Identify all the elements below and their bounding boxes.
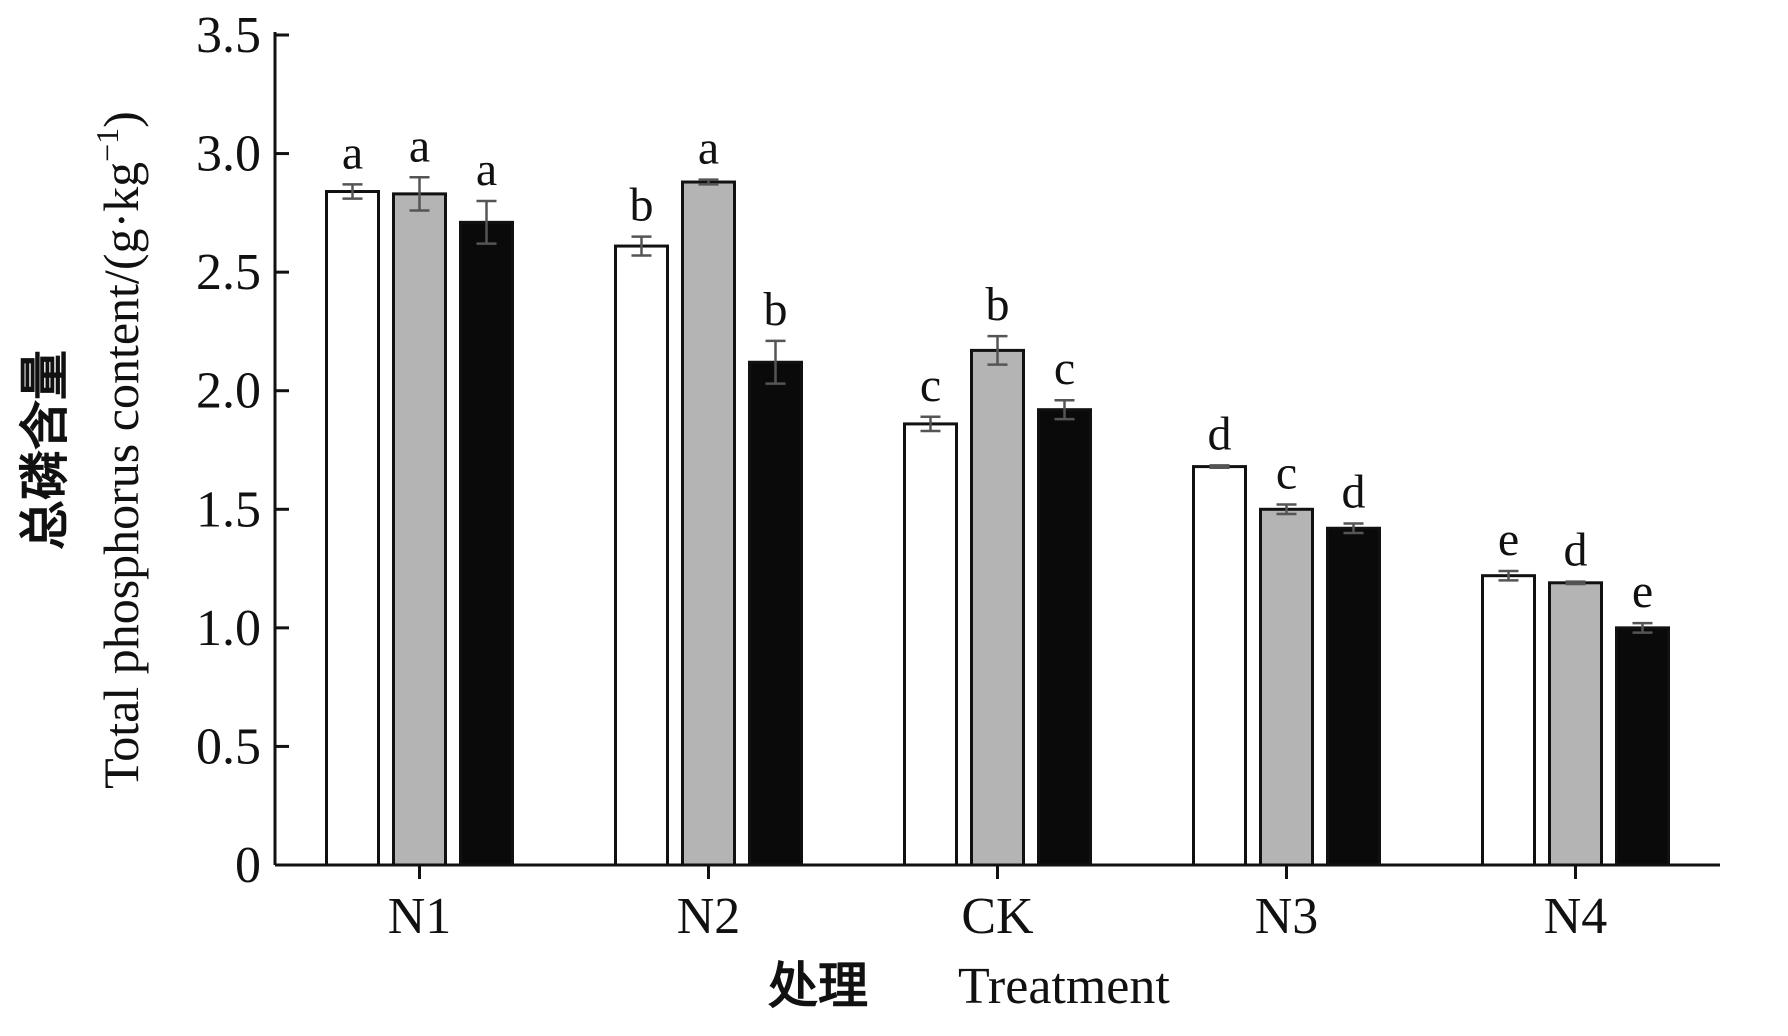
error-bar xyxy=(342,183,363,200)
bar xyxy=(325,190,380,867)
y-tick-label: 1.0 xyxy=(196,600,261,657)
error-bar xyxy=(920,415,941,433)
error-bar xyxy=(1632,621,1653,634)
x-category-label: N2 xyxy=(677,888,741,945)
bar xyxy=(1481,574,1536,867)
error-bar xyxy=(409,176,430,212)
error-bar xyxy=(765,339,786,385)
significance-label: a xyxy=(476,143,497,196)
significance-label: e xyxy=(1632,565,1653,618)
x-axis-categories: N1 N2 CK N3 N4 xyxy=(388,865,1608,945)
error-bar xyxy=(476,199,497,245)
y-axis-ticks: 0 0.5 1.0 1.5 2.0 2.5 3.0 3.5 xyxy=(196,7,289,894)
significance-label: b xyxy=(764,283,788,336)
bar xyxy=(1326,526,1381,867)
y-tick-label: 3.0 xyxy=(196,126,261,183)
x-category-label: N1 xyxy=(388,888,452,945)
bar xyxy=(681,180,736,867)
error-bar xyxy=(1565,580,1586,586)
y-tick-label: 0.5 xyxy=(196,718,261,775)
significance-label: c xyxy=(920,359,941,412)
y-tick-label: 0 xyxy=(235,837,261,894)
error-bar xyxy=(631,235,652,257)
x-axis-title: 处理 Treatment xyxy=(768,957,1170,1015)
bar xyxy=(1037,408,1092,867)
y-axis-title-zh: 总磷含量 xyxy=(16,350,74,550)
bar xyxy=(970,348,1025,867)
bar xyxy=(1615,626,1670,867)
error-bar xyxy=(1209,464,1230,470)
x-category-label: N4 xyxy=(1544,888,1608,945)
significance-label: a xyxy=(409,119,430,172)
error-bar xyxy=(1054,398,1075,421)
x-axis-title-zh: 处理 xyxy=(768,957,868,1015)
significance-label: b xyxy=(986,278,1010,331)
significance-label: e xyxy=(1498,513,1519,566)
y-axis-title-en: Total phosphorus content/(g·kg−1) xyxy=(89,111,149,789)
error-bar xyxy=(1276,503,1297,516)
error-bar xyxy=(698,178,719,186)
y-axis-title: 总磷含量 Total phosphorus content/(g·kg−1) xyxy=(16,111,149,789)
error-bar xyxy=(987,334,1008,366)
bar xyxy=(614,244,669,867)
x-category-label: CK xyxy=(961,888,1034,945)
significance-label: d xyxy=(1208,407,1232,460)
bar xyxy=(903,422,958,867)
x-axis-title-en: Treatment xyxy=(958,958,1170,1015)
y-tick-label: 1.5 xyxy=(196,481,261,538)
error-bar xyxy=(1498,569,1519,582)
significance-label: a xyxy=(342,126,363,179)
y-tick-label: 2.0 xyxy=(196,363,261,420)
bar xyxy=(1192,465,1247,867)
y-tick-label: 2.5 xyxy=(196,244,261,301)
significance-label: c xyxy=(1054,342,1075,395)
x-category-label: N3 xyxy=(1255,888,1319,945)
error-bar xyxy=(1343,522,1364,535)
significance-label: d xyxy=(1564,524,1588,577)
significance-label: c xyxy=(1276,447,1297,500)
significance-label: a xyxy=(698,122,719,175)
significance-label: b xyxy=(630,179,654,232)
bar xyxy=(392,192,447,867)
bar xyxy=(459,220,514,867)
bar xyxy=(748,360,803,867)
bar xyxy=(1259,507,1314,867)
significance-label: d xyxy=(1342,466,1366,519)
y-tick-label: 3.5 xyxy=(196,7,261,64)
bar xyxy=(1548,581,1603,867)
